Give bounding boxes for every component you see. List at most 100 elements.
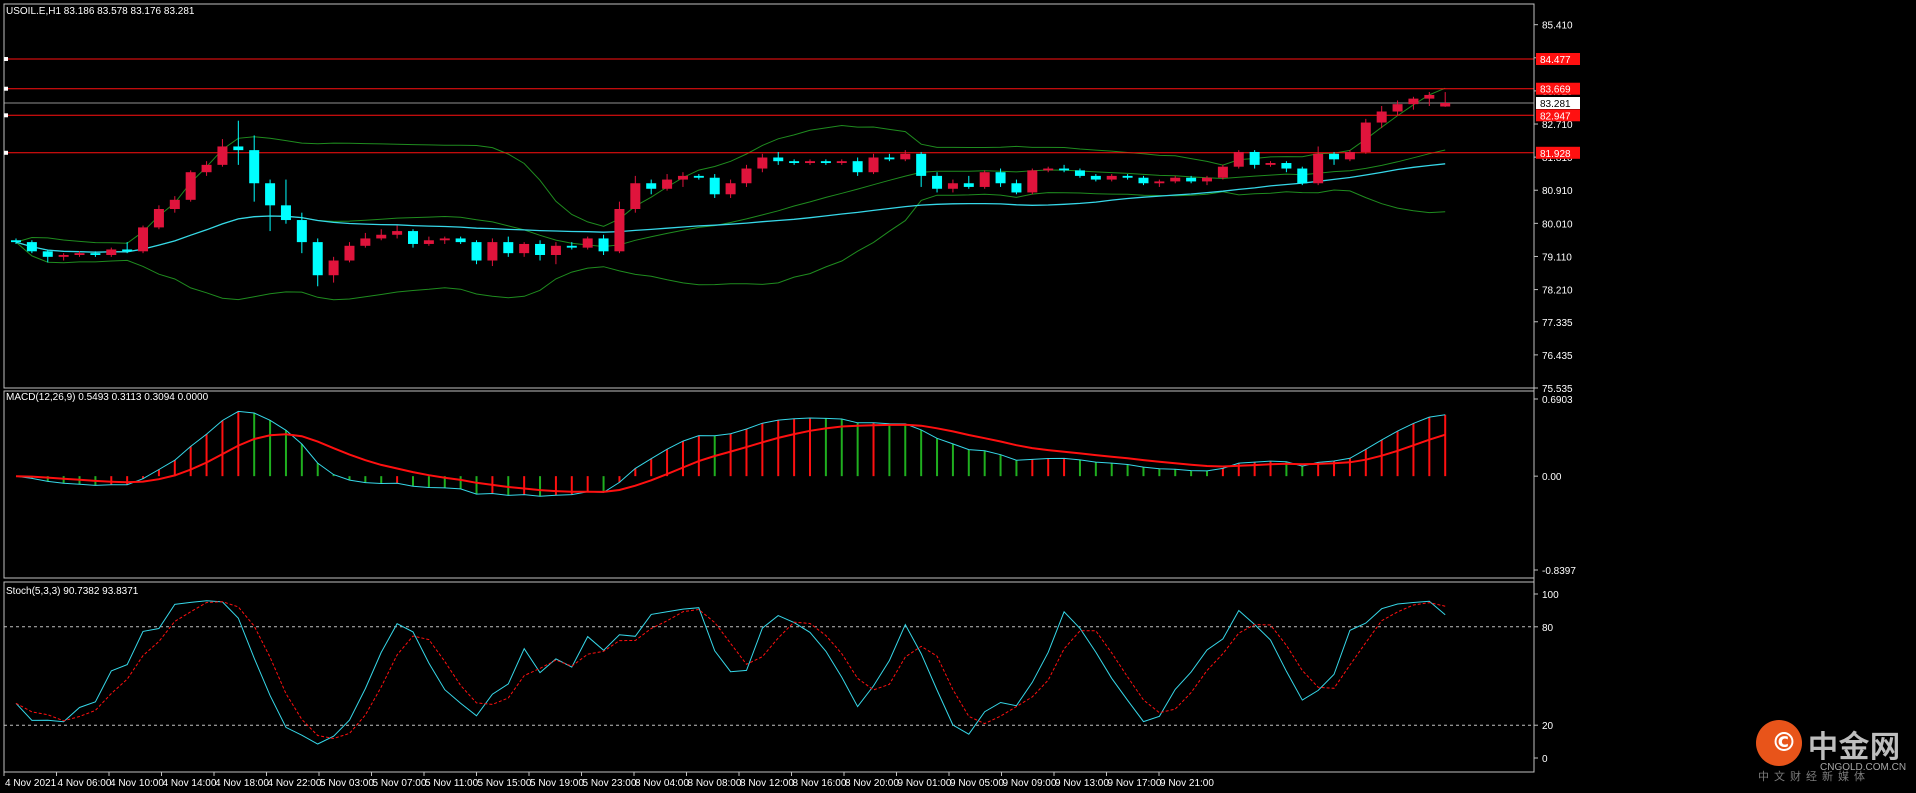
candle-body	[74, 253, 85, 255]
candle-body	[662, 179, 673, 189]
candle-body	[1217, 166, 1228, 178]
candle-body	[773, 157, 784, 162]
candle-body	[1074, 170, 1085, 176]
candle-body	[169, 199, 180, 210]
candle-body	[328, 260, 339, 276]
candle-body	[392, 231, 403, 235]
candle-body	[805, 161, 815, 164]
watermark-domain: CNGOLD.COM.CN	[1820, 762, 1907, 773]
candle-body	[820, 161, 831, 164]
bb-middle-line	[15, 149, 1446, 253]
candle-body	[519, 243, 530, 254]
candle-body	[1011, 183, 1022, 193]
candle-body	[360, 238, 371, 246]
candle-body	[138, 227, 149, 252]
time-tick-label: 8 Nov 16:00	[793, 778, 847, 789]
price-tick-label: 79.110	[1542, 252, 1572, 263]
candle-body	[106, 249, 117, 255]
candle-body	[471, 242, 482, 261]
price-tick-label: 80.910	[1542, 186, 1573, 197]
candle-body	[995, 172, 1006, 184]
candle-body	[979, 172, 990, 187]
candle-body	[58, 254, 69, 257]
candle-body	[900, 153, 911, 160]
candle-body	[884, 157, 895, 160]
bb-lower-line	[15, 189, 1446, 301]
macd-title: MACD(12,26,9) 0.5493 0.3113 0.3094 0.000…	[6, 392, 209, 403]
candle-body	[1090, 175, 1101, 180]
time-tick-label: 9 Nov 05:00	[950, 778, 1004, 789]
candle-body	[1122, 175, 1133, 178]
candle-body	[1027, 170, 1038, 193]
candle-body	[1106, 175, 1117, 180]
stoch-k-line	[15, 600, 1446, 745]
time-tick-label: 9 Nov 09:00	[1003, 778, 1057, 789]
candle-body	[1440, 103, 1451, 107]
stoch-tick-label: 80	[1542, 623, 1554, 634]
candle-body	[312, 242, 323, 276]
price-tick-label: 85.410	[1542, 21, 1573, 32]
time-tick-label: 8 Nov 04:00	[635, 778, 689, 789]
candle-body	[1154, 181, 1165, 184]
candle-body	[630, 183, 641, 210]
stoch-frame	[3, 581, 1535, 773]
price-tick-label: 77.335	[1542, 318, 1573, 329]
cngold-watermark: © 中金网 CNGOLD.COM.CN 中文财经新媒体	[1756, 720, 1907, 783]
candle-body	[90, 253, 101, 255]
level-price-label: 84.477	[1540, 55, 1571, 66]
candle-body	[1233, 151, 1244, 167]
candle-body	[1424, 94, 1435, 99]
candle-body	[1313, 153, 1324, 184]
time-tick-label: 9 Nov 13:00	[1055, 778, 1109, 789]
watermark-tagline: 中文财经新媒体	[1758, 770, 1870, 783]
candle-body	[1170, 177, 1181, 182]
time-tick-label: 8 Nov 08:00	[688, 778, 742, 789]
stochastic-panel[interactable]: 100 80 20 0	[3, 581, 1559, 773]
candle-body	[1297, 168, 1308, 184]
candle-body	[646, 183, 657, 189]
candle-body	[408, 231, 418, 244]
candle-body	[852, 161, 863, 173]
price-chart-title: USOIL.E,H1 83.186 83.578 83.176 83.281	[6, 6, 195, 17]
candle-body	[1043, 168, 1054, 171]
candle-body	[122, 249, 133, 252]
candle-body	[566, 245, 577, 248]
candle-body	[789, 161, 800, 164]
stochastic-title: Stoch(5,3,3) 90.7382 93.8371	[6, 586, 139, 597]
price-tick-label: 82.710	[1542, 120, 1573, 131]
candle-body	[757, 157, 768, 169]
candle-body	[836, 161, 847, 164]
candle-body	[1376, 111, 1387, 123]
price-panel[interactable]: 85.41084.51083.61082.71081.81080.91080.0…	[3, 3, 1580, 395]
time-tick-label: 5 Nov 23:00	[583, 778, 637, 789]
time-tick-label: 9 Nov 17:00	[1108, 778, 1162, 789]
level-anchor	[4, 150, 8, 155]
candle-body	[11, 240, 21, 243]
candle-body	[598, 238, 609, 252]
candle-body	[709, 177, 720, 195]
candle-body	[503, 242, 514, 254]
candle-body	[1138, 177, 1149, 184]
candle-body	[868, 157, 879, 173]
macd-tick-label: 0.6903	[1542, 395, 1573, 406]
cngold-logo-icon: ©	[1756, 720, 1802, 766]
macd-panel[interactable]: 0.6903 0.00 -0.8397	[3, 390, 1576, 579]
level-anchor	[4, 113, 8, 118]
candle-body	[233, 146, 244, 151]
candle-body	[1360, 122, 1371, 152]
candle-body	[916, 153, 927, 176]
candle-body	[153, 209, 164, 228]
level-price-tag	[1536, 82, 1580, 95]
watermark-brand: 中金网	[1808, 730, 1901, 765]
time-tick-label: 4 Nov 2021	[5, 778, 57, 789]
level-price-tag	[1536, 109, 1580, 122]
candle-body	[280, 205, 291, 221]
time-tick-label: 5 Nov 15:00	[478, 778, 532, 789]
time-tick-label: 8 Nov 12:00	[740, 778, 794, 789]
candle-body	[487, 242, 498, 261]
candle-body	[1249, 151, 1260, 165]
candle-body	[1408, 98, 1419, 105]
candle-body	[741, 168, 752, 184]
macd-signal-line	[15, 423, 1446, 493]
